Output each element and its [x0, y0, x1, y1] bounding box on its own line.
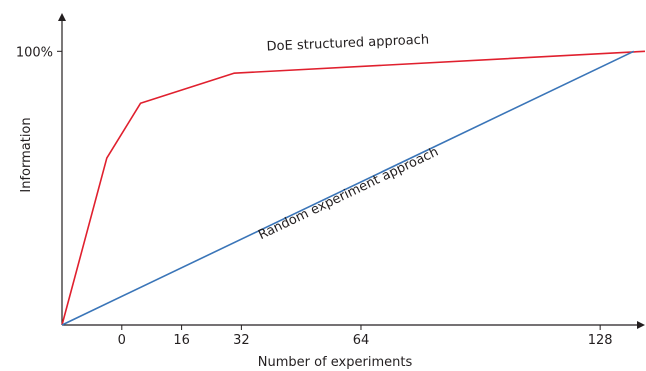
- y-tick-label: 100%: [16, 45, 53, 60]
- doe-structured-line: [61, 50, 646, 326]
- x-tick-label: 128: [588, 333, 613, 348]
- x-axis-arrow: [637, 321, 645, 329]
- x-tick-label: 32: [233, 333, 250, 348]
- series-layer: [61, 50, 646, 326]
- y-axis-arrow: [58, 13, 66, 21]
- x-tick-label: 0: [118, 333, 126, 348]
- x-tick-label: 64: [353, 333, 370, 348]
- ticks: 0 16 32 64 128 100%: [16, 45, 613, 348]
- y-axis-title: Information: [19, 117, 34, 192]
- axes: [58, 13, 645, 329]
- series-label-doe: DoE structured approach: [266, 32, 429, 54]
- random-experiment-line: [61, 50, 635, 326]
- labels: Number of experiments Information DoE st…: [19, 32, 441, 370]
- x-tick-label: 16: [173, 333, 190, 348]
- x-axis-title: Number of experiments: [258, 355, 413, 370]
- series-label-random: Random experiment approach: [256, 145, 441, 244]
